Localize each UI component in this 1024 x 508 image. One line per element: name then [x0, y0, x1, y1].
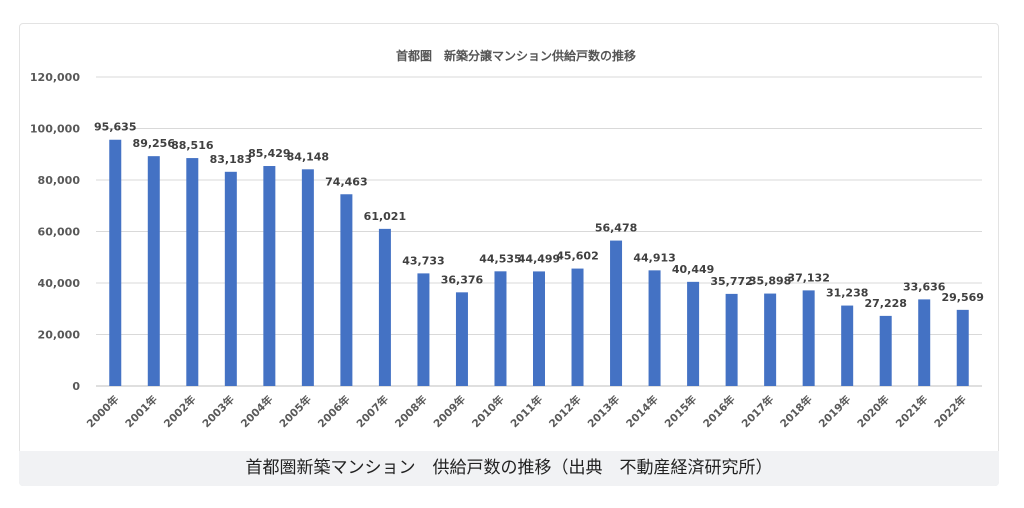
bar	[417, 273, 430, 386]
x-tick-label: 2010年	[469, 393, 507, 431]
x-tick-label: 2018年	[777, 393, 815, 431]
data-label: 44,913	[633, 251, 675, 264]
bar	[841, 305, 854, 386]
data-label: 29,569	[942, 291, 984, 304]
data-label: 56,478	[595, 222, 637, 235]
x-tick-label: 2012年	[546, 393, 584, 431]
data-label: 95,635	[94, 121, 136, 134]
data-label: 33,636	[903, 280, 946, 293]
x-tick-label: 2007年	[354, 393, 392, 431]
bar	[802, 290, 815, 386]
x-tick-label: 2011年	[508, 393, 546, 431]
data-label: 35,772	[710, 275, 752, 288]
y-tick-label: 100,000	[30, 123, 80, 136]
x-tick-label: 2022年	[932, 393, 970, 431]
x-tick-label: 2008年	[392, 393, 430, 431]
data-label: 43,733	[402, 254, 444, 267]
bar	[494, 271, 507, 386]
bar	[147, 156, 160, 386]
x-tick-label: 2000年	[84, 393, 122, 431]
bars	[109, 139, 969, 386]
data-label: 74,463	[325, 175, 367, 188]
x-tick-label: 2014年	[623, 393, 661, 431]
bar	[533, 271, 545, 386]
chart-title: 首都圏 新築分譲マンション供給戸数の推移	[396, 48, 636, 63]
x-tick-label: 2016年	[700, 393, 738, 431]
data-label: 40,449	[672, 263, 714, 276]
x-tick-label: 2002年	[161, 393, 199, 431]
data-label: 44,535	[479, 252, 521, 265]
data-label: 89,256	[133, 137, 176, 150]
x-tick-label: 2004年	[238, 393, 276, 431]
x-tick-label: 2006年	[315, 393, 353, 431]
y-tick-label: 20,000	[38, 329, 81, 342]
bar	[918, 299, 931, 386]
bar	[263, 166, 276, 386]
x-tick-label: 2021年	[893, 393, 931, 431]
x-tick-label: 2013年	[585, 393, 623, 431]
x-tick-label: 2020年	[855, 393, 893, 431]
bar	[340, 194, 353, 386]
data-label: 88,516	[171, 139, 214, 152]
data-label: 35,898	[749, 275, 791, 288]
bar	[455, 292, 468, 386]
x-axis-ticks: 2000年 2001年 2002年 2003年 2004年 2005年 2006年 2007年…	[84, 393, 969, 431]
data-label: 44,499	[518, 252, 560, 265]
bar	[301, 169, 314, 386]
data-label: 85,429	[248, 147, 290, 160]
x-tick-label: 2005年	[277, 393, 315, 431]
data-label: 27,228	[864, 297, 906, 310]
y-tick-label: 120,000	[30, 71, 80, 84]
bar	[764, 293, 777, 386]
bar	[109, 139, 122, 386]
bar	[956, 309, 969, 386]
x-tick-label: 2017年	[739, 393, 777, 431]
bar	[378, 228, 391, 386]
data-label: 83,183	[210, 153, 252, 166]
chart-card	[19, 23, 999, 486]
data-label: 61,021	[364, 210, 406, 223]
x-tick-label: 2019年	[816, 393, 854, 431]
data-label: 31,238	[826, 287, 868, 300]
y-tick-label: 60,000	[38, 226, 81, 239]
x-tick-label: 2003年	[200, 393, 238, 431]
y-tick-label: 80,000	[38, 174, 81, 187]
chart-caption: 首都圏新築マンション 供給戸数の推移（出典 不動産経済研究所）	[19, 451, 999, 486]
bar	[879, 315, 892, 386]
bar	[687, 281, 700, 386]
bar	[571, 268, 584, 386]
bar	[186, 158, 199, 386]
data-label: 45,602	[556, 250, 598, 263]
x-tick-label: 2009年	[431, 393, 469, 431]
x-tick-label: 2015年	[662, 393, 700, 431]
y-axis-ticks: 0 20,000 40,000 60,000 80,000 100,000 120,000	[30, 71, 80, 393]
data-label: 37,132	[787, 271, 829, 284]
x-tick-label: 2001年	[123, 393, 161, 431]
bar	[610, 240, 623, 386]
grid-lines	[96, 76, 982, 387]
y-tick-label: 0	[72, 380, 80, 393]
data-label: 84,148	[287, 150, 329, 163]
bar	[725, 293, 738, 386]
y-tick-label: 40,000	[38, 277, 81, 290]
bar	[224, 171, 237, 386]
bar	[648, 270, 661, 386]
data-label: 36,376	[441, 273, 484, 286]
